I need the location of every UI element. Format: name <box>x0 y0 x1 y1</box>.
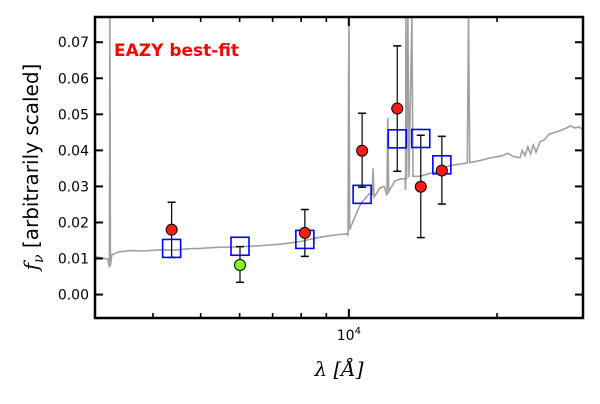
model-flux-square <box>410 128 431 149</box>
model-flux-square <box>387 129 408 149</box>
y-tick-label: 0.03 <box>58 179 89 195</box>
model-flux-square <box>352 184 372 205</box>
observed-flux-point <box>298 226 311 239</box>
y-tick-label: 0.00 <box>58 288 89 304</box>
spectrum-layer <box>95 17 583 268</box>
x-axis-label: λ [Å] <box>313 356 363 381</box>
y-axis-label: fν [arbitrarily scaled] <box>19 64 47 273</box>
y-tick-label: 0.02 <box>58 215 89 231</box>
y-tick-label: 0.07 <box>58 35 89 51</box>
model-spectrum-line <box>95 17 583 268</box>
y-tick-label: 0.05 <box>58 107 89 123</box>
observed-flux-point <box>414 180 427 193</box>
model-flux-square <box>230 236 250 257</box>
plot-frame <box>93 15 585 320</box>
y-tick-label: 0.06 <box>58 71 89 87</box>
y-tick-label: 0.01 <box>58 252 89 268</box>
observed-flux-point <box>356 144 369 157</box>
model-flux-square <box>161 238 182 259</box>
observed-flux-point <box>391 102 404 115</box>
ticks-layer: 0.00 0.01 0.02 0.03 0.04 0.05 0.06 0.07 104 <box>58 17 583 344</box>
annotation: EAZY best-fit <box>114 41 239 61</box>
y-tick-label: 0.04 <box>58 143 89 159</box>
observed-flux-point <box>234 259 247 272</box>
x-tick-label: 104 <box>337 326 361 344</box>
points-layer <box>161 45 452 284</box>
observed-flux-point <box>165 223 178 236</box>
observed-flux-point <box>435 164 448 177</box>
